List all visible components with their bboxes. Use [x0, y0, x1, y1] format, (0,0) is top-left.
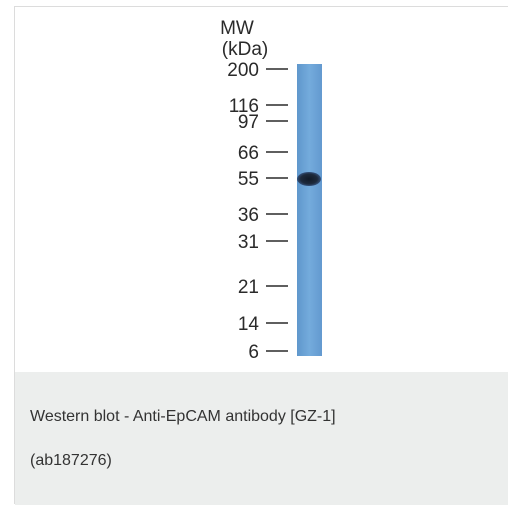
- marker-label-66: 66: [238, 143, 259, 164]
- marker-label-55: 55: [238, 169, 259, 190]
- marker-label-116: 116: [229, 96, 259, 117]
- gel-lane: [297, 64, 322, 356]
- caption-title: Western blot - Anti-EpCAM antibody [GZ-1…: [30, 408, 336, 425]
- mw-header: MW: [220, 18, 254, 39]
- caption-catalog-number: (ab187276): [30, 452, 112, 469]
- caption-panel: Western blot - Anti-EpCAM antibody [GZ-1…: [15, 372, 508, 505]
- figure-card: MW (kDa) 200 116 97 66 55 36 31 21 14 6 Western b…: [14, 6, 508, 505]
- marker-label-14: 14: [238, 314, 260, 335]
- marker-label-21: 21: [238, 277, 259, 298]
- marker-label-36: 36: [238, 205, 259, 226]
- kda-header: (kDa): [222, 39, 268, 60]
- protein-band: [297, 172, 321, 186]
- marker-label-200: 200: [227, 60, 259, 81]
- marker-label-31: 31: [238, 232, 259, 253]
- marker-label-6: 6: [248, 342, 259, 363]
- western-blot-image: MW (kDa) 200 116 97 66 55 36 31 21 14 6: [15, 7, 508, 372]
- marker-label-97: 97: [238, 112, 259, 133]
